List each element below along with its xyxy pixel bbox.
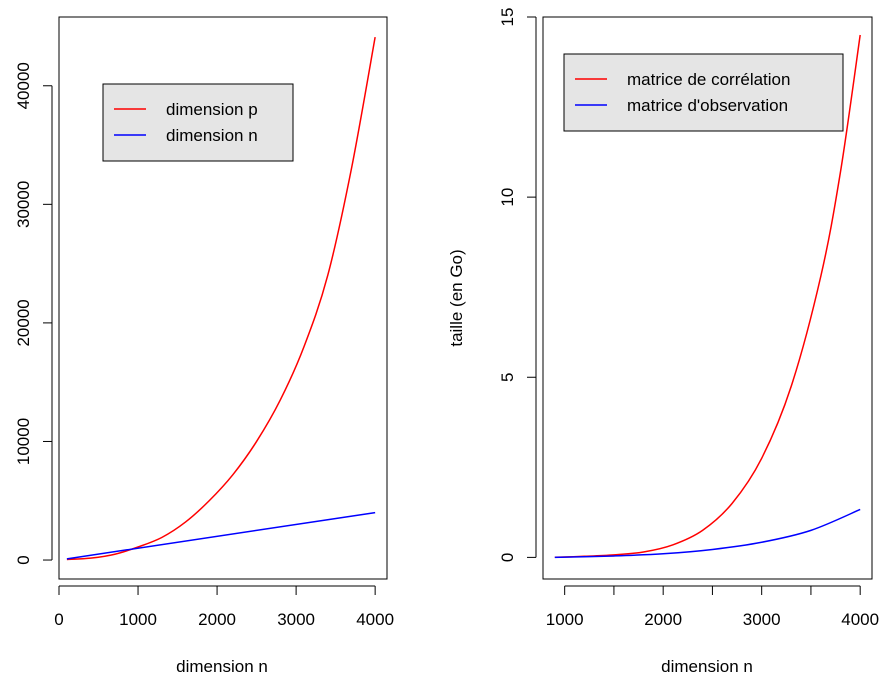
- series-line-0: [66, 37, 376, 561]
- x-tick-label: 2000: [198, 610, 236, 629]
- y-tick-label: 10000: [14, 418, 33, 465]
- x-tick-label: 0: [54, 610, 63, 629]
- y-axis-left: 0 10000 20000 30000 40000: [14, 62, 53, 565]
- legend-label-series-0: dimension p: [166, 100, 258, 119]
- x-axis-label-right: dimension n: [661, 657, 753, 676]
- legend-label-series-1: matrice d'observation: [627, 96, 788, 115]
- y-tick-label: 15: [498, 8, 517, 27]
- lines-left: [66, 37, 376, 561]
- x-tick-label: 3000: [743, 610, 781, 629]
- y-tick-label: 20000: [14, 299, 33, 346]
- series-line-1: [66, 511, 376, 560]
- y-tick-label: 10: [498, 188, 517, 207]
- x-axis-right: 1000 2000 3000 4000: [546, 585, 879, 629]
- x-tick-label: 4000: [841, 610, 879, 629]
- y-tick-label: 0: [14, 555, 33, 564]
- y-tick-label: 40000: [14, 62, 33, 109]
- legend-box-right: [563, 53, 844, 132]
- legend-label-series-0: matrice de corrélation: [627, 70, 790, 89]
- y-tick-label: 30000: [14, 181, 33, 228]
- x-axis-left: 0 1000 2000 3000 4000: [54, 585, 394, 629]
- chart-panel-right: 1000 2000 3000 4000 0 5 10 15 dimension n tail…: [447, 8, 879, 676]
- x-tick-label: 4000: [356, 610, 394, 629]
- legend-right: matrice de corrélation matrice d'observa…: [563, 53, 844, 132]
- y-axis-label-right: taille (en Go): [447, 249, 466, 346]
- x-tick-label: 1000: [119, 610, 157, 629]
- x-tick-label: 3000: [277, 610, 315, 629]
- y-axis-right: 0 5 10 15: [498, 8, 537, 562]
- x-axis-label-left: dimension n: [176, 657, 268, 676]
- series-line-1: [554, 508, 861, 559]
- y-tick-label: 5: [498, 373, 517, 382]
- series-line-0: [554, 34, 861, 559]
- x-tick-label: 1000: [546, 610, 584, 629]
- legend-left: dimension p dimension n: [102, 83, 294, 162]
- lines-right: [554, 34, 861, 559]
- y-tick-label: 0: [498, 553, 517, 562]
- legend-box-left: [102, 83, 294, 162]
- plot-frame-right: [542, 16, 873, 580]
- legend-label-series-1: dimension n: [166, 126, 258, 145]
- chart-panel-left: 0 1000 2000 3000 4000 010000200003000040000 …: [14, 16, 394, 676]
- plot-frame-left: [58, 16, 388, 580]
- x-tick-label: 2000: [644, 610, 682, 629]
